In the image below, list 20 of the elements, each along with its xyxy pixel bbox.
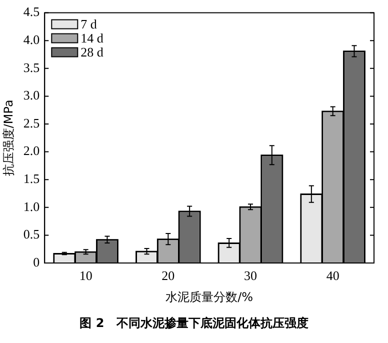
x-tick-label: 30 [244,268,257,284]
x-tick-label: 20 [162,268,175,284]
y-tick-label: 2.5 [23,115,40,130]
y-tick-label: 4.0 [23,32,40,48]
legend-label: 7 d [80,16,98,32]
y-tick-label: 3.5 [23,60,40,75]
x-axis-title: 水泥质量分数/% [166,290,254,304]
x-tick-label: 40 [326,268,340,284]
legend-label: 28 d [80,44,104,60]
legend-label: 14 d [80,30,104,46]
y-axis-title: 抗压强度/MPa [1,100,16,176]
y-tick-label: 3.0 [23,88,40,103]
y-tick-label: 0 [33,254,40,270]
x-tick-label: 10 [79,268,92,284]
caption: 图 2 不同水泥掺量下底泥固化体抗压强度 [78,315,310,332]
y-tick-label: 0.5 [23,226,40,242]
y-tick-label: 1.0 [23,198,40,214]
y-tick-label: 2.0 [23,143,40,158]
y-tick-label: 4.5 [23,4,40,20]
y-tick-label: 1.5 [23,171,40,186]
